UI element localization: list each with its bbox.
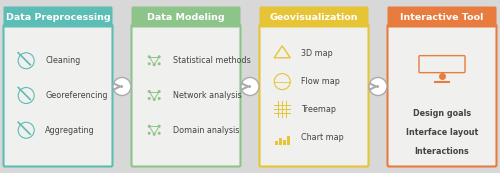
Circle shape [148, 132, 150, 135]
Text: Chart map: Chart map [302, 133, 344, 142]
Text: Aggregating: Aggregating [46, 126, 95, 135]
Circle shape [158, 55, 160, 58]
Circle shape [158, 62, 160, 65]
FancyBboxPatch shape [388, 25, 496, 166]
Bar [286, 136, 290, 145]
FancyBboxPatch shape [260, 7, 368, 28]
Circle shape [152, 63, 156, 66]
FancyBboxPatch shape [4, 7, 112, 28]
Text: Data Modeling: Data Modeling [147, 12, 225, 21]
Text: Domain analysis: Domain analysis [174, 126, 240, 135]
Text: Geovisualization: Geovisualization [270, 12, 358, 21]
Bar [274, 141, 278, 145]
FancyBboxPatch shape [388, 7, 496, 28]
Circle shape [158, 125, 160, 128]
Text: Statistical methods: Statistical methods [174, 56, 251, 65]
FancyBboxPatch shape [419, 56, 465, 73]
FancyBboxPatch shape [260, 25, 368, 166]
Circle shape [148, 90, 150, 93]
Bar [278, 138, 281, 145]
Text: Interactions: Interactions [414, 147, 470, 156]
Text: Network analysis: Network analysis [174, 91, 242, 100]
FancyBboxPatch shape [132, 7, 240, 28]
Text: Treemap: Treemap [302, 105, 336, 114]
Circle shape [241, 78, 259, 95]
Circle shape [158, 132, 160, 135]
Text: Interface layout: Interface layout [406, 128, 478, 137]
Bar [282, 140, 286, 145]
Circle shape [148, 125, 150, 128]
Circle shape [158, 97, 160, 100]
Circle shape [152, 133, 156, 136]
Text: 3D map: 3D map [302, 49, 333, 58]
Circle shape [148, 97, 150, 100]
Text: Interactive Tool: Interactive Tool [400, 12, 483, 21]
Circle shape [369, 78, 387, 95]
Circle shape [113, 78, 131, 95]
Circle shape [152, 98, 156, 101]
Text: Flow map: Flow map [302, 77, 340, 86]
Circle shape [148, 62, 150, 65]
Text: Cleaning: Cleaning [46, 56, 80, 65]
FancyBboxPatch shape [132, 25, 240, 166]
Text: Data Preprocessing: Data Preprocessing [6, 12, 110, 21]
FancyBboxPatch shape [4, 25, 112, 166]
Circle shape [158, 90, 160, 93]
Text: Design goals: Design goals [413, 109, 471, 118]
Text: Georeferencing: Georeferencing [46, 91, 108, 100]
Circle shape [148, 55, 150, 58]
